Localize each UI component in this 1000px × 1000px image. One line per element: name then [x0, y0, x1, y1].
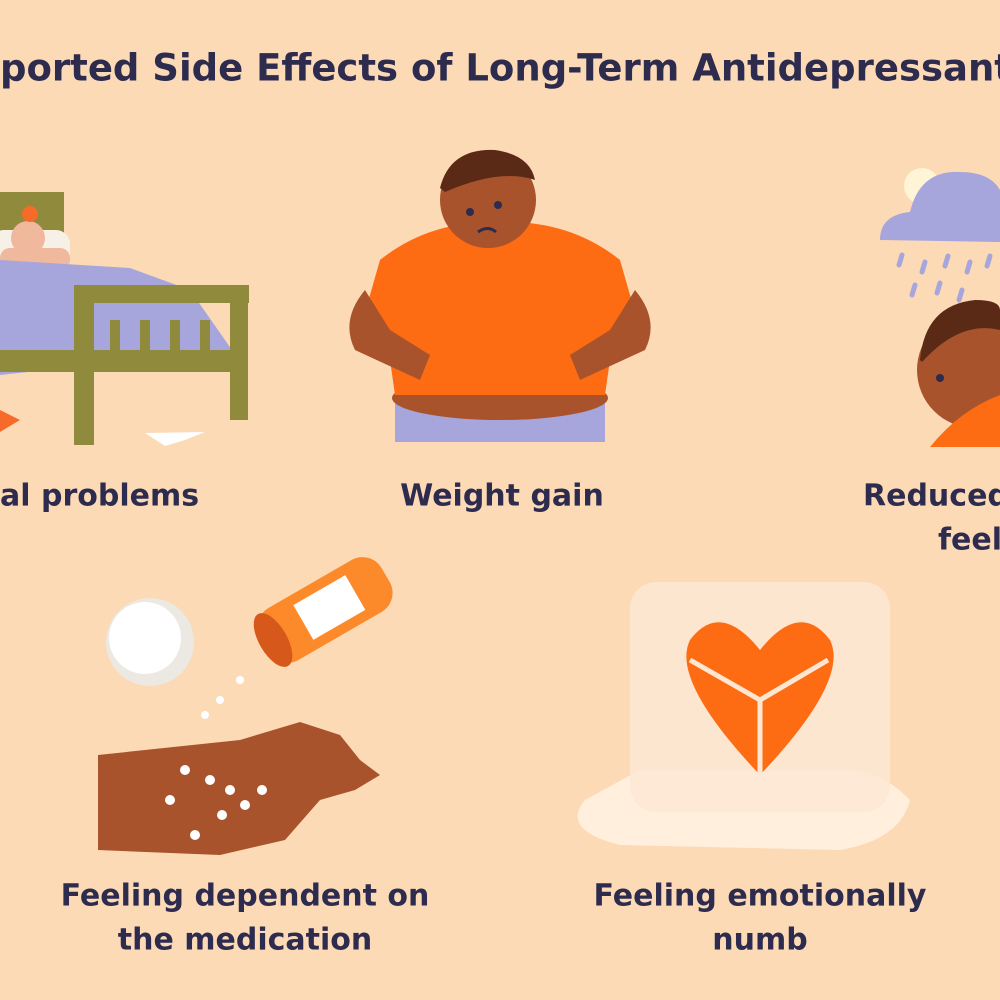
item-label: Reduced	[863, 479, 1000, 514]
bed-illustration	[0, 192, 249, 446]
item-label: feel	[938, 523, 1000, 558]
weight-gain-illustration	[349, 149, 651, 442]
item-label: Feeling emotionally	[594, 879, 927, 914]
item-label: Weight gain	[400, 479, 604, 514]
cloud-illustration	[880, 168, 1000, 447]
pills-illustration	[98, 557, 393, 855]
ice-heart-illustration	[577, 582, 910, 850]
item-label: the medication	[118, 923, 372, 958]
title: ported Side Effects of Long-Term Antidep…	[0, 47, 1000, 90]
item-label: numb	[712, 923, 807, 958]
item-label: al problems	[0, 479, 199, 514]
item-label: Feeling dependent on	[61, 879, 430, 914]
